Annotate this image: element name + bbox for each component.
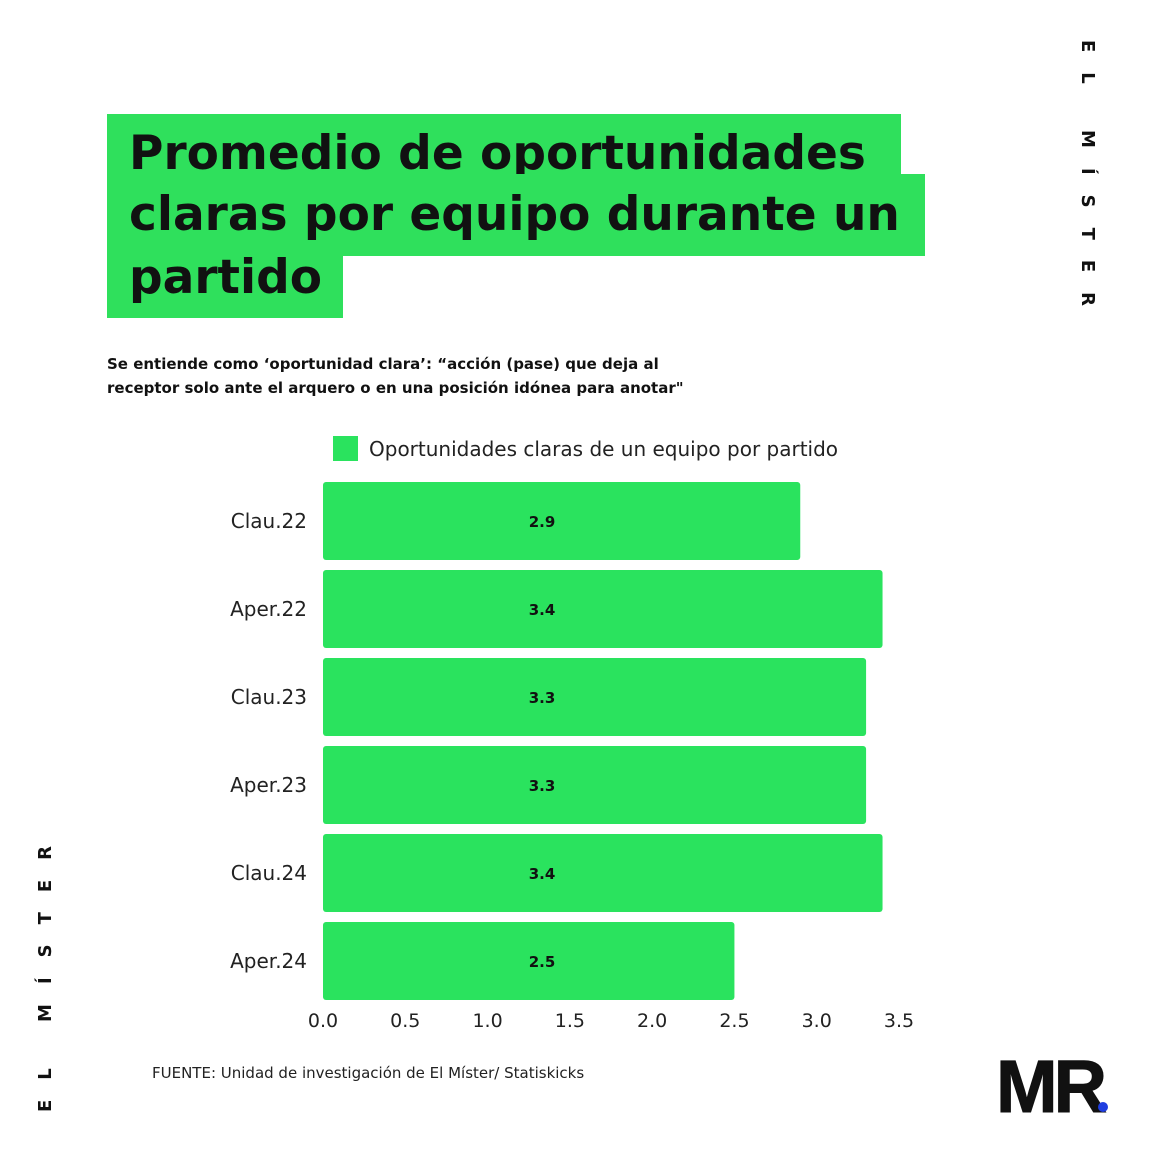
subtitle-line-2: receptor solo ante el arquero o en una p… [107,379,684,397]
subtitle: Se entiende como ‘oportunidad clara’: “a… [107,352,747,400]
data-label: 3.4 [529,601,556,619]
category-label: Aper.23 [230,773,307,797]
bar [323,834,883,912]
x-tick-label: 0.0 [308,1010,338,1032]
x-tick-label: 0.5 [390,1010,420,1032]
x-tick-label: 1.0 [472,1010,502,1032]
data-label: 3.4 [529,865,556,883]
bar [323,570,883,648]
title-line-3: partido [107,254,343,318]
legend-swatch [333,436,358,461]
source-note: FUENTE: Unidad de investigación de El Mí… [152,1064,585,1082]
logo-dot [1098,1102,1108,1112]
title-line-2: claras por equipo durante un [107,174,925,256]
legend-label: Oportunidades claras de un equipo por pa… [369,436,839,461]
data-label: 3.3 [529,777,556,795]
data-label: 3.3 [529,689,556,707]
legend: Oportunidades claras de un equipo por pa… [333,436,838,461]
logo-graphic: MR [996,1045,1111,1129]
x-tick-label: 2.0 [637,1010,667,1032]
x-tick-label: 3.0 [802,1010,832,1032]
bar [323,658,867,736]
category-label: Aper.24 [230,949,307,973]
category-label: Aper.22 [230,597,307,621]
x-tick-label: 2.5 [719,1010,749,1032]
category-label: Clau.24 [231,861,307,885]
svg-text:MR: MR [996,1050,1106,1120]
category-label: Clau.23 [231,685,307,709]
bar [323,482,801,560]
x-tick-label: 1.5 [555,1010,585,1032]
category-label: Clau.22 [231,509,307,533]
data-label: 2.9 [529,513,556,531]
subtitle-line-1: Se entiende como ‘oportunidad clara’: “a… [107,355,659,373]
bar [323,922,735,1000]
x-tick-label: 3.5 [884,1010,914,1032]
data-label: 2.5 [529,953,556,971]
bar [323,746,867,824]
mr-logo: MR [996,1045,1116,1129]
